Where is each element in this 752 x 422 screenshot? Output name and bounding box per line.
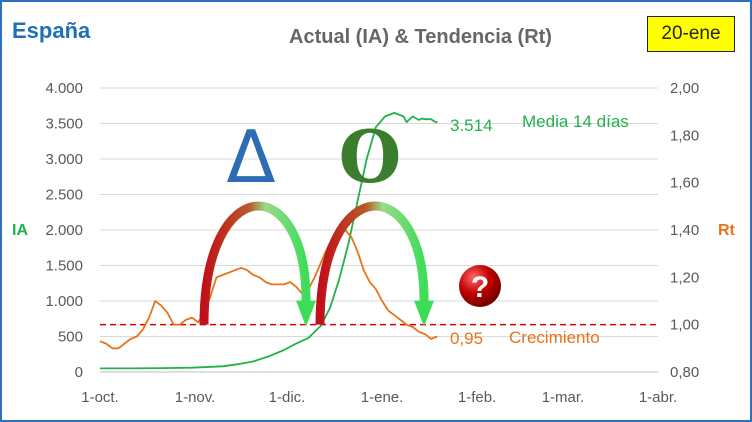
question-badge: [459, 265, 501, 307]
y-right-tick-label: 1,60: [670, 175, 699, 192]
ia-series-label: Media 14 días: [522, 112, 629, 131]
y-right-tick-label: 1,20: [670, 269, 699, 286]
circle-symbol: O: [339, 114, 402, 199]
y-left-tick-label: 2.500: [45, 187, 83, 204]
x-tick-label: 1-nov.: [175, 389, 216, 406]
ia-last-value: 3.514: [450, 116, 493, 135]
delta-arc: [199, 201, 311, 325]
y-left-tick-label: 0: [75, 364, 83, 381]
date-badge: 20-ene: [647, 16, 735, 52]
chart-title: Actual (IA) & Tendencia (Rt): [289, 26, 552, 48]
circle-arrowhead: [414, 300, 434, 327]
question-mark: ?: [471, 271, 489, 304]
y-left-tick-label: 2.000: [45, 222, 83, 239]
circle-arc: [315, 201, 429, 325]
delta-symbol: Δ: [226, 115, 275, 199]
rt-last-value: 0,95: [450, 329, 483, 348]
x-tick-label: 1-feb.: [458, 389, 496, 406]
y-left-tick-label: 3.000: [45, 151, 83, 168]
y-left-tick-label: 500: [58, 329, 83, 346]
y-left-tick-label: 4.000: [45, 80, 83, 97]
left-axis-title: IA: [12, 222, 28, 239]
x-tick-label: 1-dic.: [269, 389, 306, 406]
y-left-tick-label: 3.500: [45, 116, 83, 133]
y-right-tick-label: 1,80: [670, 127, 699, 144]
x-tick-label: 1-oct.: [81, 389, 119, 406]
y-right-tick-label: 2,00: [670, 80, 699, 97]
delta-arrowhead: [296, 300, 316, 327]
rt-series-line: [99, 229, 438, 350]
y-right-tick-label: 1,00: [670, 317, 699, 334]
y-left-tick-label: 1.000: [45, 293, 83, 310]
x-tick-label: 1-mar.: [542, 389, 585, 406]
y-left-tick-label: 1.500: [45, 258, 83, 275]
y-right-tick-label: 0,80: [670, 364, 699, 381]
right-axis-title: Rt: [718, 222, 735, 239]
threshold-label: Crecimiento: [509, 328, 600, 347]
region-title: España: [12, 18, 91, 43]
ia-series-line: [100, 112, 438, 370]
x-tick-label: 1-ene.: [361, 389, 404, 406]
x-tick-label: 1-abr.: [639, 389, 677, 406]
y-right-tick-label: 1,40: [670, 222, 699, 239]
